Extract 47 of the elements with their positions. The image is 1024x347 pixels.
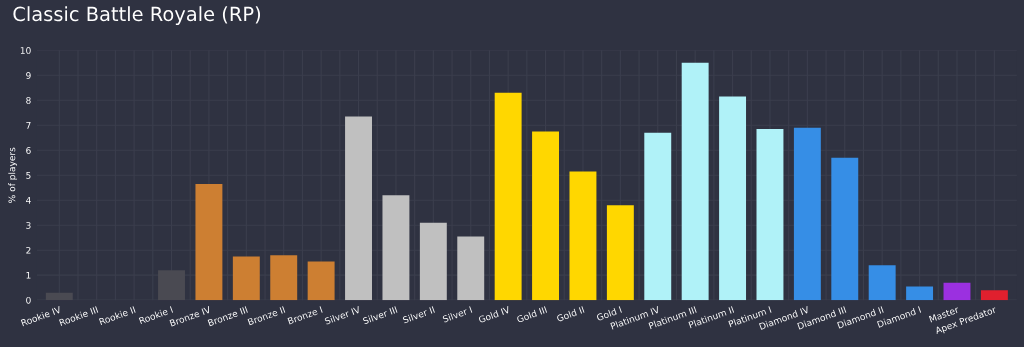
bar (868, 265, 896, 301)
bar (232, 256, 260, 301)
x-tick-label: Silver II (402, 306, 435, 324)
bar (158, 270, 185, 301)
bar (345, 116, 372, 301)
bar (457, 236, 485, 301)
bar (756, 129, 784, 301)
bar (494, 92, 522, 301)
bar (906, 286, 934, 301)
x-tick-label: Silver III (362, 306, 398, 325)
x-tick-label: Bronze I (287, 306, 323, 325)
y-tick-label: 4 (26, 197, 31, 204)
y-tick-label: 10 (20, 47, 31, 54)
x-tick-label: Gold IV (478, 305, 511, 324)
y-tick-label: 3 (26, 221, 31, 229)
y-tick-label: 6 (26, 146, 31, 154)
y-tick-label: 7 (26, 122, 31, 129)
bar (45, 292, 73, 301)
bar (793, 127, 821, 301)
y-tick-label: 9 (26, 72, 31, 79)
bar (980, 290, 1008, 301)
x-tick-label: Bronze II (247, 306, 286, 326)
y-tick-label: 2 (26, 246, 31, 254)
bar (532, 131, 560, 301)
bar (382, 195, 410, 301)
bar (307, 261, 335, 301)
bar (831, 157, 859, 301)
bar (644, 132, 672, 301)
x-tick-label: Rookie II (98, 306, 136, 326)
x-tick-label: Gold II (556, 306, 585, 323)
bar (943, 282, 971, 301)
y-tick-label: 1 (26, 272, 31, 279)
chart-title: Classic Battle Royale (RP) (13, 6, 260, 26)
y-tick-label: 5 (26, 172, 31, 179)
x-tick-label: Silver I (442, 306, 473, 323)
bar (195, 183, 223, 301)
y-axis-title: % of players (8, 147, 18, 203)
bar (681, 62, 709, 301)
x-tick-label: Gold III (516, 306, 548, 323)
y-tick-label: 8 (26, 97, 31, 104)
bar (569, 171, 597, 301)
bar (270, 255, 298, 301)
bar (719, 96, 747, 301)
bar (419, 222, 447, 301)
bar (606, 205, 634, 301)
y-tick-label: 0 (26, 296, 31, 304)
x-tick-label: Silver IV (324, 305, 361, 325)
